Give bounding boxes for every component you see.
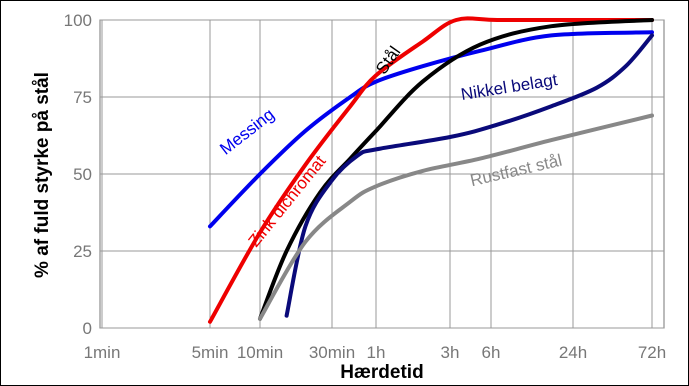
x-tick-label: 1h (367, 343, 386, 362)
series-line (284, 33, 654, 318)
y-axis-label: % af fuld styrke på stål (32, 72, 53, 278)
x-tick-label: 24h (559, 343, 587, 362)
y-tick-label: 25 (73, 242, 92, 261)
x-tick-label: 5min (192, 343, 229, 362)
y-tick-label: 75 (73, 88, 92, 107)
x-tick-label: 72h (638, 343, 666, 362)
series-line (258, 113, 654, 321)
y-tick-label: 0 (83, 319, 92, 338)
x-tick-label: 3h (441, 343, 460, 362)
x-axis-label: Hærdetid (340, 362, 423, 383)
y-tick-label: 50 (73, 165, 92, 184)
x-tick-label: 1min (84, 343, 121, 362)
series-line (208, 30, 654, 229)
series-line (258, 18, 654, 321)
series-lines (208, 16, 654, 324)
x-tick-label: 6h (482, 343, 501, 362)
x-tick-label: 30min (309, 343, 355, 362)
series-line (208, 16, 654, 324)
tick-labels: 0 25 50 75 100 1min 5min 10min 30min 1h 3h 6h 24h 72h (64, 11, 667, 362)
x-tick-label: 10min (237, 343, 283, 362)
y-tick-label: 100 (64, 11, 92, 30)
